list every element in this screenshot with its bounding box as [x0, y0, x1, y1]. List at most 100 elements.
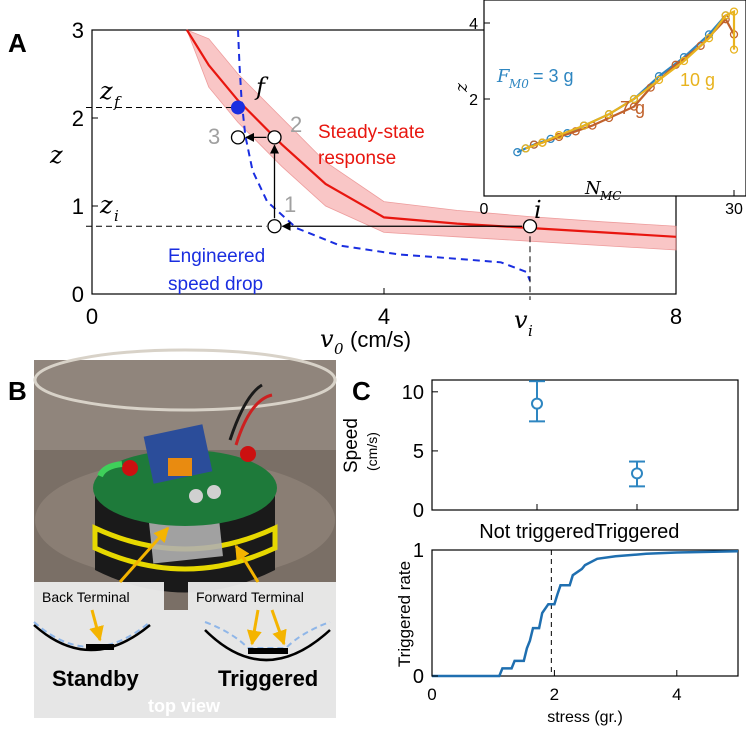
panel-label-c: C [352, 376, 371, 406]
robot-screw-1 [189, 489, 203, 503]
panel-c-top-ylabel: Speed (cm/s) [341, 418, 380, 473]
inset-marker [513, 148, 522, 157]
inset-marker [721, 11, 730, 20]
vi-var: v [514, 306, 528, 334]
panel-a-points [230, 100, 538, 234]
speed-ylabel: Speed [341, 418, 362, 473]
annotation-zf: z f [99, 77, 122, 111]
inset-ytick-label: 4 [469, 16, 478, 33]
panel-a-main-chart: 0 4 8 0 1 2 3 z v 0 (cm/s) z f z i f i v i 1 2… [49, 18, 682, 358]
robot-wire-red [234, 393, 273, 446]
panel-a-inset-chart: 0 30 2 4 z N MC F M0 = 3 g 7 g 10 g [452, 0, 746, 218]
steady-state-line [185, 29, 677, 238]
annotation-vi: v i [514, 306, 533, 340]
point-i [522, 219, 538, 234]
zi-sub: i [114, 207, 119, 225]
a-ytick-label: 0 [72, 282, 84, 307]
c-bottom-xtick-label: 4 [672, 685, 681, 704]
robot-pcb [93, 450, 277, 526]
a-ytick-label: 3 [72, 18, 84, 43]
arrow-back-terminal-photo [118, 526, 170, 583]
inset-marker [729, 7, 739, 16]
inset-marker [679, 56, 689, 66]
a-xtick-label: 0 [86, 304, 98, 329]
panel-label-b: B [8, 376, 27, 406]
triggered-rate-ylabel: Triggered rate [395, 561, 414, 667]
panel-a-guides [86, 106, 531, 300]
triggered-arc [204, 629, 331, 662]
inset-xlabel-sub: MC [599, 189, 621, 203]
c-top-ytick-label: 10 [402, 382, 424, 404]
inset-xtick-label: 0 [480, 201, 489, 218]
back-terminal-box [34, 582, 164, 610]
panel-a-xlabel-sub: 0 [334, 340, 344, 358]
legend-3g-sub: M0 [508, 77, 529, 91]
panel-c-speed-chart: 0 5 10 Not triggered Triggered Speed (cm/s) [341, 379, 739, 543]
panel-c-top-frame [431, 379, 739, 511]
engineered-label-line1: Engineered [168, 246, 265, 267]
panel-a-ticks: 0 4 8 0 1 2 3 [72, 18, 682, 329]
triggered-rate-curve [432, 550, 739, 678]
inset-ytick-label: 2 [469, 92, 478, 109]
robot-charger-board [143, 424, 213, 484]
inset-marker [604, 110, 614, 119]
robot-led-right [240, 446, 256, 462]
triggered-terminals [248, 648, 288, 654]
inset-marker [554, 130, 564, 140]
inset-marker [521, 144, 530, 153]
inset-marker [729, 45, 739, 54]
panel-a-ylabel: z [49, 141, 63, 169]
a-xtick-label: 8 [670, 304, 682, 329]
arrow-back-terminal-diagram [89, 609, 104, 642]
inset-marker [538, 138, 547, 147]
annotation-f: f [254, 73, 269, 101]
panel-label-a: A [8, 28, 27, 58]
c-top-mean-point [531, 397, 543, 410]
inset-xtick-label: 30 [725, 201, 743, 218]
inset-ticks: 0 30 2 4 [469, 16, 743, 218]
a-xtick-label: 4 [378, 304, 390, 329]
arrow-forward-terminal-diagram-left [246, 609, 262, 646]
back-terminal-label: Back Terminal [42, 589, 130, 605]
zf-var: z [99, 77, 113, 105]
arrow-forward-terminal-photo [234, 544, 260, 583]
point-f [231, 100, 245, 115]
inset-xlabel: N MC [584, 178, 621, 203]
engineered-label-line2: speed drop [168, 274, 263, 295]
panel-c-bottom-ticks: 0 2 4 0 1 [413, 540, 682, 704]
forward-terminal-label: Forward Terminal [196, 589, 304, 605]
point-2 [267, 130, 282, 145]
inset-marker [704, 34, 714, 43]
inset-marker [629, 94, 639, 104]
c-bottom-xtick-label: 2 [550, 685, 559, 704]
point-3 [230, 130, 246, 145]
legend-3g-eq: = 3 g [533, 66, 574, 86]
panel-a-xlabel: v 0 (cm/s) [320, 325, 411, 358]
legend-7g: 7 g [620, 98, 645, 118]
annotation-zi: z i [99, 191, 119, 225]
inset-marker [654, 75, 664, 85]
steady-state-label-line2: response [318, 148, 396, 169]
inset-frame [483, 0, 746, 197]
steady-state-band [186, 29, 677, 251]
c-top-category-label: Not triggered [479, 521, 595, 543]
legend-10g: 10 g [680, 70, 715, 90]
photo-arena-ring [33, 348, 337, 412]
speed-ylabel-unit: (cm/s) [364, 432, 380, 471]
standby-label: Standby [52, 666, 140, 691]
panel-c-triggered-rate-chart: 0 2 4 0 1 Triggered rate stress (gr.) [395, 540, 739, 726]
triggered-label: Triggered [218, 666, 318, 691]
vi-sub: i [528, 322, 533, 340]
c-bottom-xtick-label: 0 [427, 685, 436, 704]
panel-a-arrows [245, 132, 522, 231]
diagram-strip [34, 610, 336, 718]
arrow-forward-terminal-diagram-right [270, 609, 287, 646]
stress-xlabel: stress (gr.) [547, 709, 623, 726]
zi-var: z [99, 191, 113, 219]
panel-a-xlabel-var: v [320, 325, 334, 353]
zf-sub: f [113, 93, 122, 111]
inset-marker [646, 83, 655, 92]
top-view-label: top view [148, 696, 221, 716]
c-top-ytick-label: 0 [413, 500, 424, 522]
